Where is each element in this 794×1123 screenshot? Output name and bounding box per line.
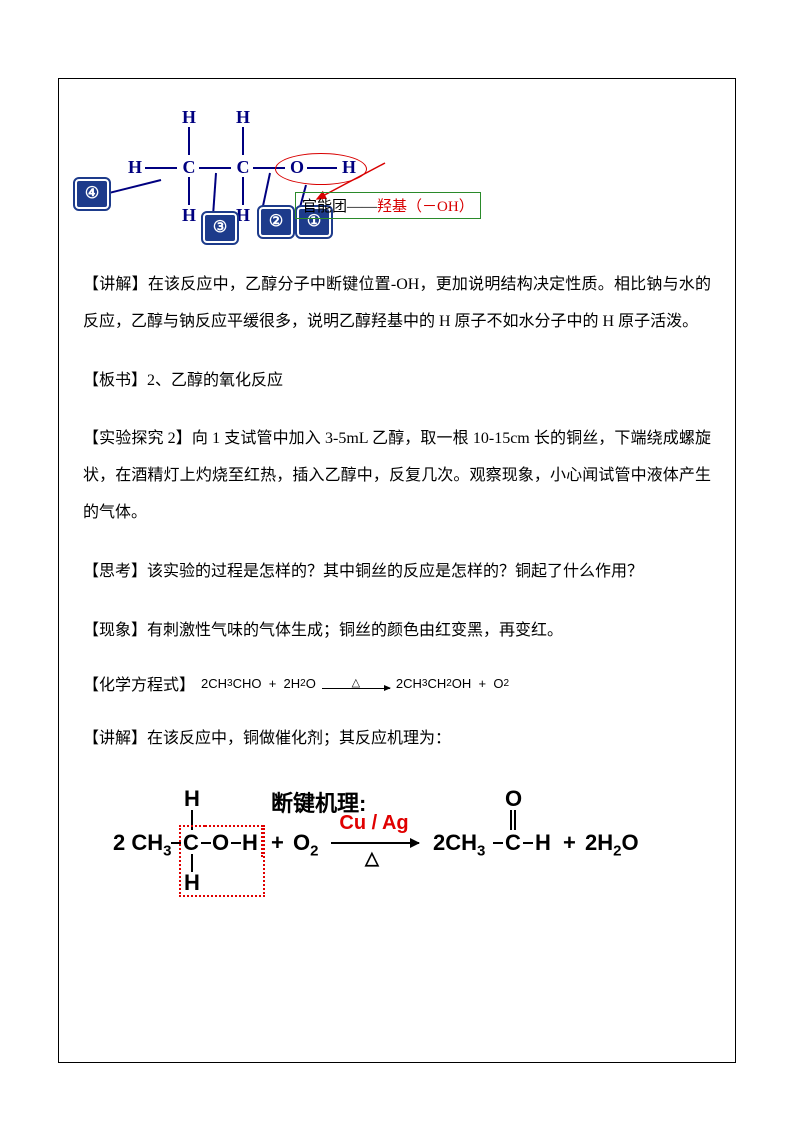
para-phenomenon: 【现象】有刺激性气味的气体生成；铜丝的颜色由红变黑，再变红。 — [83, 613, 711, 650]
right-O: O — [505, 786, 522, 812]
atom-H-left: H — [125, 157, 145, 178]
atom-H-top2: H — [233, 107, 253, 128]
h2o-H: H — [597, 830, 613, 855]
eq-plus: + — [479, 676, 487, 691]
right-ch3: CH — [445, 830, 477, 855]
eq-part: OH — [452, 676, 472, 691]
badge-3: ③ — [203, 213, 237, 243]
callout-prefix: 官能团—— — [302, 199, 377, 215]
para-think: 【思考】该实验的过程是怎样的？其中铜丝的反应是怎样的？铜起了什么作用？ — [83, 554, 711, 591]
equation-label: 【化学方程式】 — [83, 671, 195, 695]
right-ch3-sub: 3 — [477, 843, 485, 860]
plus2: + — [563, 830, 576, 856]
atom-C2: C — [233, 157, 253, 178]
bond — [493, 842, 503, 844]
eq-part: CH — [427, 676, 446, 691]
atom-H-bot1: H — [179, 205, 199, 226]
right-C: C — [505, 830, 521, 856]
bond — [199, 167, 231, 169]
bond — [188, 177, 190, 205]
h2o-O: O — [621, 830, 638, 855]
atom-C1: C — [179, 157, 199, 178]
para-explain-2: 【讲解】在该反应中，铜做催化剂；其反应机理为： — [83, 721, 711, 758]
break-box-top — [205, 825, 263, 857]
badge-4: ④ — [75, 179, 109, 209]
para-explain-1: 【讲解】在该反应中，乙醇分子中断键位置-OH，更加说明结构决定性质。相比钠与水的… — [83, 267, 711, 341]
catalyst-label: Cu / Ag — [335, 812, 413, 835]
eq-part: 2H — [284, 676, 301, 691]
left-ch3: CH — [131, 830, 163, 855]
O2-sub: 2 — [310, 843, 318, 860]
mechanism-diagram: 断键机理: 2 CH3 C H H O H + O2 Cu / Ag — [113, 780, 673, 890]
right-coef: 2 — [433, 830, 445, 855]
h2o-coef: 2 — [585, 830, 597, 855]
left-coef: 2 — [113, 830, 125, 855]
eq-part: CHO — [233, 676, 262, 691]
eq-part: O — [306, 676, 316, 691]
eq-part: 2CH — [396, 676, 422, 691]
badge-line — [261, 173, 271, 211]
mechanism-arrow — [331, 842, 419, 844]
para-board: 【板书】2、乙醇的氧化反应 — [83, 363, 711, 400]
eq-plus: + — [269, 676, 277, 691]
break-box-seg — [179, 825, 205, 827]
atom-H-top1: H — [179, 107, 199, 128]
left-H-top: H — [184, 786, 200, 812]
bond — [523, 842, 533, 844]
plus1: + — [271, 830, 284, 856]
eq-part: O — [493, 676, 503, 691]
left-ch3-sub: 3 — [163, 843, 171, 860]
functional-group-callout: 官能团——羟基（－OH） — [295, 192, 481, 219]
eq-arrow: △ — [322, 678, 390, 689]
eq-sub: 2 — [503, 678, 509, 689]
bond — [145, 167, 177, 169]
eq-part: 2CH — [201, 676, 227, 691]
eq-delta: △ — [352, 678, 360, 688]
badge-2: ② — [259, 207, 293, 237]
chemical-equation: 2CH3CHO + 2H2O △ 2CH3CH2OH + O2 — [201, 676, 509, 691]
para-experiment: 【实验探究 2】向 1 支试管中加入 3-5mL 乙醇，取一根 10-15cm … — [83, 421, 711, 531]
callout-group: （－OH） — [407, 199, 474, 215]
bond — [242, 127, 244, 155]
callout-name: 羟基 — [377, 199, 407, 215]
bond — [242, 177, 244, 205]
badge-line — [212, 173, 217, 213]
mechanism-delta: △ — [365, 848, 379, 869]
right-H: H — [535, 830, 551, 856]
ethanol-structure-diagram: H C C O H H H H H ① ② — [75, 97, 480, 237]
chemical-equation-line: 【化学方程式】 2CH3CHO + 2H2O △ 2CH3CH2OH + O2 — [83, 671, 711, 695]
badge-line — [106, 179, 161, 194]
O2-O: O — [293, 830, 310, 855]
double-bond — [510, 810, 516, 830]
bond — [188, 127, 190, 155]
